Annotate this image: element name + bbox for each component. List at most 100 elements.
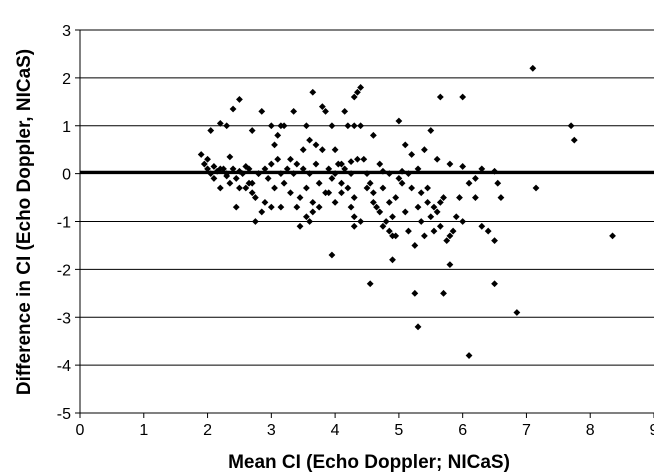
data-point (210, 175, 218, 182)
data-point (369, 131, 377, 139)
data-point (478, 222, 486, 230)
data-point (373, 203, 380, 211)
y-tick-label: -5 (57, 406, 71, 423)
data-point (296, 194, 304, 201)
data-point (328, 175, 336, 182)
data-point (440, 289, 447, 297)
data-point (395, 117, 403, 125)
data-point (303, 184, 310, 192)
data-point (315, 203, 323, 211)
y-tick-label: 3 (62, 23, 71, 40)
x-tick-label: 9 (650, 422, 654, 439)
data-point (312, 141, 320, 149)
data-point (280, 122, 288, 130)
data-point (303, 122, 310, 130)
data-point (248, 127, 256, 134)
data-point (529, 64, 537, 72)
data-point (472, 194, 479, 201)
data-point (328, 122, 336, 130)
data-point (207, 127, 215, 134)
data-point (267, 160, 275, 168)
data-point (389, 213, 396, 221)
data-point (392, 194, 400, 201)
data-point (303, 213, 310, 221)
data-point (232, 203, 240, 211)
data-point (491, 167, 498, 175)
data-point (567, 122, 575, 130)
data-point (357, 84, 365, 91)
data-point (436, 93, 444, 101)
data-point (325, 189, 333, 197)
data-point (207, 170, 215, 178)
data-point (258, 107, 266, 115)
data-point (287, 189, 294, 197)
data-point (293, 160, 301, 168)
data-point (436, 198, 444, 206)
data-point (376, 208, 384, 216)
data-point (347, 170, 355, 178)
x-tick-label: 7 (522, 422, 531, 439)
data-point (411, 289, 419, 297)
data-point (513, 309, 521, 316)
data-point (293, 203, 301, 211)
data-point (357, 122, 365, 130)
data-point (315, 179, 323, 187)
data-point (264, 175, 272, 182)
data-point (440, 194, 447, 201)
data-point (446, 261, 454, 268)
data-point (459, 93, 467, 101)
data-point (216, 119, 224, 127)
data-point (456, 194, 463, 201)
data-point (299, 165, 307, 173)
axes (75, 29, 654, 418)
data-point (497, 194, 505, 201)
y-tick-label: 0 (62, 167, 71, 184)
data-point (226, 153, 234, 161)
data-point (274, 131, 282, 139)
data-point (350, 222, 358, 230)
data-point (532, 184, 540, 192)
data-point (299, 146, 307, 154)
x-tick-label: 6 (458, 422, 467, 439)
x-tick-label: 1 (139, 422, 148, 439)
data-point (363, 170, 371, 178)
data-point (446, 160, 454, 168)
data-point (417, 218, 425, 225)
data-point (306, 136, 313, 144)
data-point (267, 203, 275, 211)
data-point (366, 280, 374, 288)
data-point (236, 96, 243, 103)
data-point (465, 352, 473, 359)
data-point (376, 160, 384, 168)
data-point (338, 179, 345, 187)
data-point (452, 213, 460, 221)
data-point (385, 170, 393, 178)
x-tick-label: 4 (331, 422, 340, 439)
data-point (408, 151, 416, 158)
data-point (433, 208, 441, 216)
x-tick-label: 3 (267, 422, 276, 439)
gridlines (80, 29, 654, 414)
x-tick-label: 2 (203, 422, 212, 439)
data-point (430, 203, 438, 211)
data-point (242, 163, 250, 170)
data-point (395, 175, 403, 182)
tick-labels: -5 -4 -3 -2 -1 0 1 2 3 0 1 2 3 4 5 6 7 8 9 (57, 23, 654, 439)
data-point (430, 227, 438, 235)
x-tick-label: 0 (76, 422, 85, 439)
data-point (344, 184, 352, 192)
data-points (197, 64, 616, 359)
data-point (421, 146, 428, 154)
data-point (357, 218, 365, 225)
data-point (401, 208, 409, 216)
data-point (261, 165, 269, 173)
data-point (398, 167, 406, 175)
data-point (491, 237, 498, 245)
data-point (478, 165, 486, 173)
data-point (223, 122, 231, 130)
data-point (258, 208, 266, 216)
data-point (484, 227, 492, 235)
data-point (421, 232, 428, 240)
data-point (408, 184, 416, 192)
